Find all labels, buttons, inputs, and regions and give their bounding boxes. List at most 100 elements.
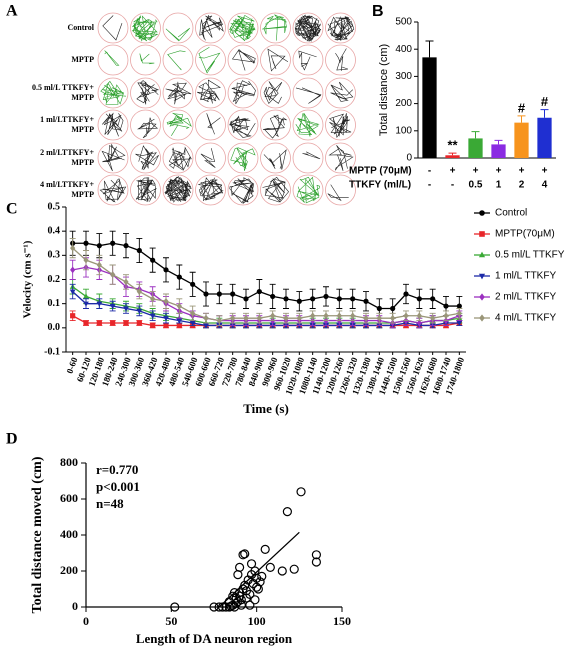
marker: [176, 274, 182, 280]
legend-label: 4 ml/L TTKFY: [495, 313, 556, 324]
marker: [323, 293, 329, 300]
marker: [390, 314, 396, 322]
y-axis-title: Total distance moved (cm): [30, 456, 45, 613]
marker: [310, 312, 316, 320]
marker: [230, 314, 236, 322]
error-bar: [471, 131, 480, 139]
track: [197, 177, 224, 202]
marker: [430, 296, 436, 302]
arena: [325, 174, 356, 206]
table-cell: +: [450, 166, 456, 177]
point: [241, 593, 252, 603]
row-label: 1 ml/LTTKFY+: [40, 115, 94, 124]
marker: [350, 296, 356, 302]
point: [265, 562, 275, 573]
marker: [243, 323, 249, 329]
track: [102, 15, 123, 41]
series-line: [72, 242, 460, 310]
x-axis-title: Time (s): [243, 401, 289, 416]
marker: [110, 240, 116, 246]
point: [246, 559, 257, 569]
table-cell: -: [428, 166, 431, 177]
point: [282, 507, 292, 517]
marker: [70, 313, 76, 319]
error-bar: [517, 115, 526, 123]
marker: [216, 291, 222, 297]
legend-marker: [479, 293, 485, 301]
row-label: Control: [67, 23, 94, 32]
marker: [83, 301, 89, 307]
point: [257, 571, 267, 582]
point: [236, 595, 246, 605]
row-label: 4 ml/LTTKFY+: [40, 180, 94, 189]
track: [99, 178, 127, 203]
legend-marker: [478, 251, 486, 258]
marker: [123, 278, 129, 286]
track: [262, 114, 287, 139]
arena: [227, 142, 259, 174]
point: [255, 577, 265, 587]
x-tick-label: 0: [83, 614, 89, 628]
marker: [256, 314, 262, 322]
track: [229, 115, 256, 138]
marker: [363, 314, 369, 322]
arena: [292, 142, 324, 174]
track: [200, 148, 216, 168]
y-tick-label: 100: [395, 125, 412, 136]
series-line: [72, 291, 460, 327]
y-tick-label: 200: [60, 563, 78, 577]
legend-label: MPTP(70μM): [495, 229, 555, 240]
point: [245, 600, 255, 610]
legend-marker: [478, 273, 486, 280]
marker: [416, 319, 422, 327]
marker: [456, 303, 462, 309]
arena: [260, 12, 291, 44]
marker: [309, 323, 316, 329]
annotation: n=48: [96, 496, 124, 511]
marker: [136, 308, 143, 315]
y-tick-label: 0: [406, 153, 412, 164]
arena: [325, 77, 356, 109]
track: [101, 143, 126, 172]
y-tick-label: 300: [395, 71, 412, 82]
marker: [296, 314, 302, 322]
marker: [136, 247, 142, 254]
track: [104, 50, 120, 66]
row-label: 0.5 ml/L TTKFY+: [32, 83, 94, 92]
arena: [130, 109, 161, 141]
point: [311, 557, 321, 567]
marker: [336, 296, 342, 302]
point: [229, 587, 240, 598]
annotation: p<0.001: [96, 479, 140, 494]
track: [165, 27, 191, 42]
track: [263, 81, 283, 105]
panel-label: C: [6, 201, 18, 218]
marker: [323, 312, 329, 320]
marker: [363, 323, 369, 329]
arena: [227, 77, 259, 109]
arena: [97, 12, 129, 44]
marker: [203, 323, 209, 329]
marker: [176, 302, 182, 310]
marker: [443, 303, 449, 309]
marker: [296, 323, 303, 329]
table-cell: 0.5: [469, 180, 483, 191]
track: [327, 184, 349, 202]
arena: [260, 44, 291, 76]
marker: [96, 301, 103, 307]
track: [335, 48, 349, 72]
arena: [292, 109, 324, 141]
table-cell: -: [428, 180, 431, 191]
y-tick-label: 500: [395, 17, 412, 28]
marker: [110, 271, 116, 279]
arena: [162, 142, 194, 174]
arena: [260, 142, 291, 174]
marker: [269, 323, 276, 329]
arena: [162, 77, 194, 109]
arena: [162, 12, 194, 44]
arena: [195, 44, 226, 76]
marker: [109, 304, 116, 310]
arena: [195, 142, 226, 174]
marker: [456, 309, 462, 317]
